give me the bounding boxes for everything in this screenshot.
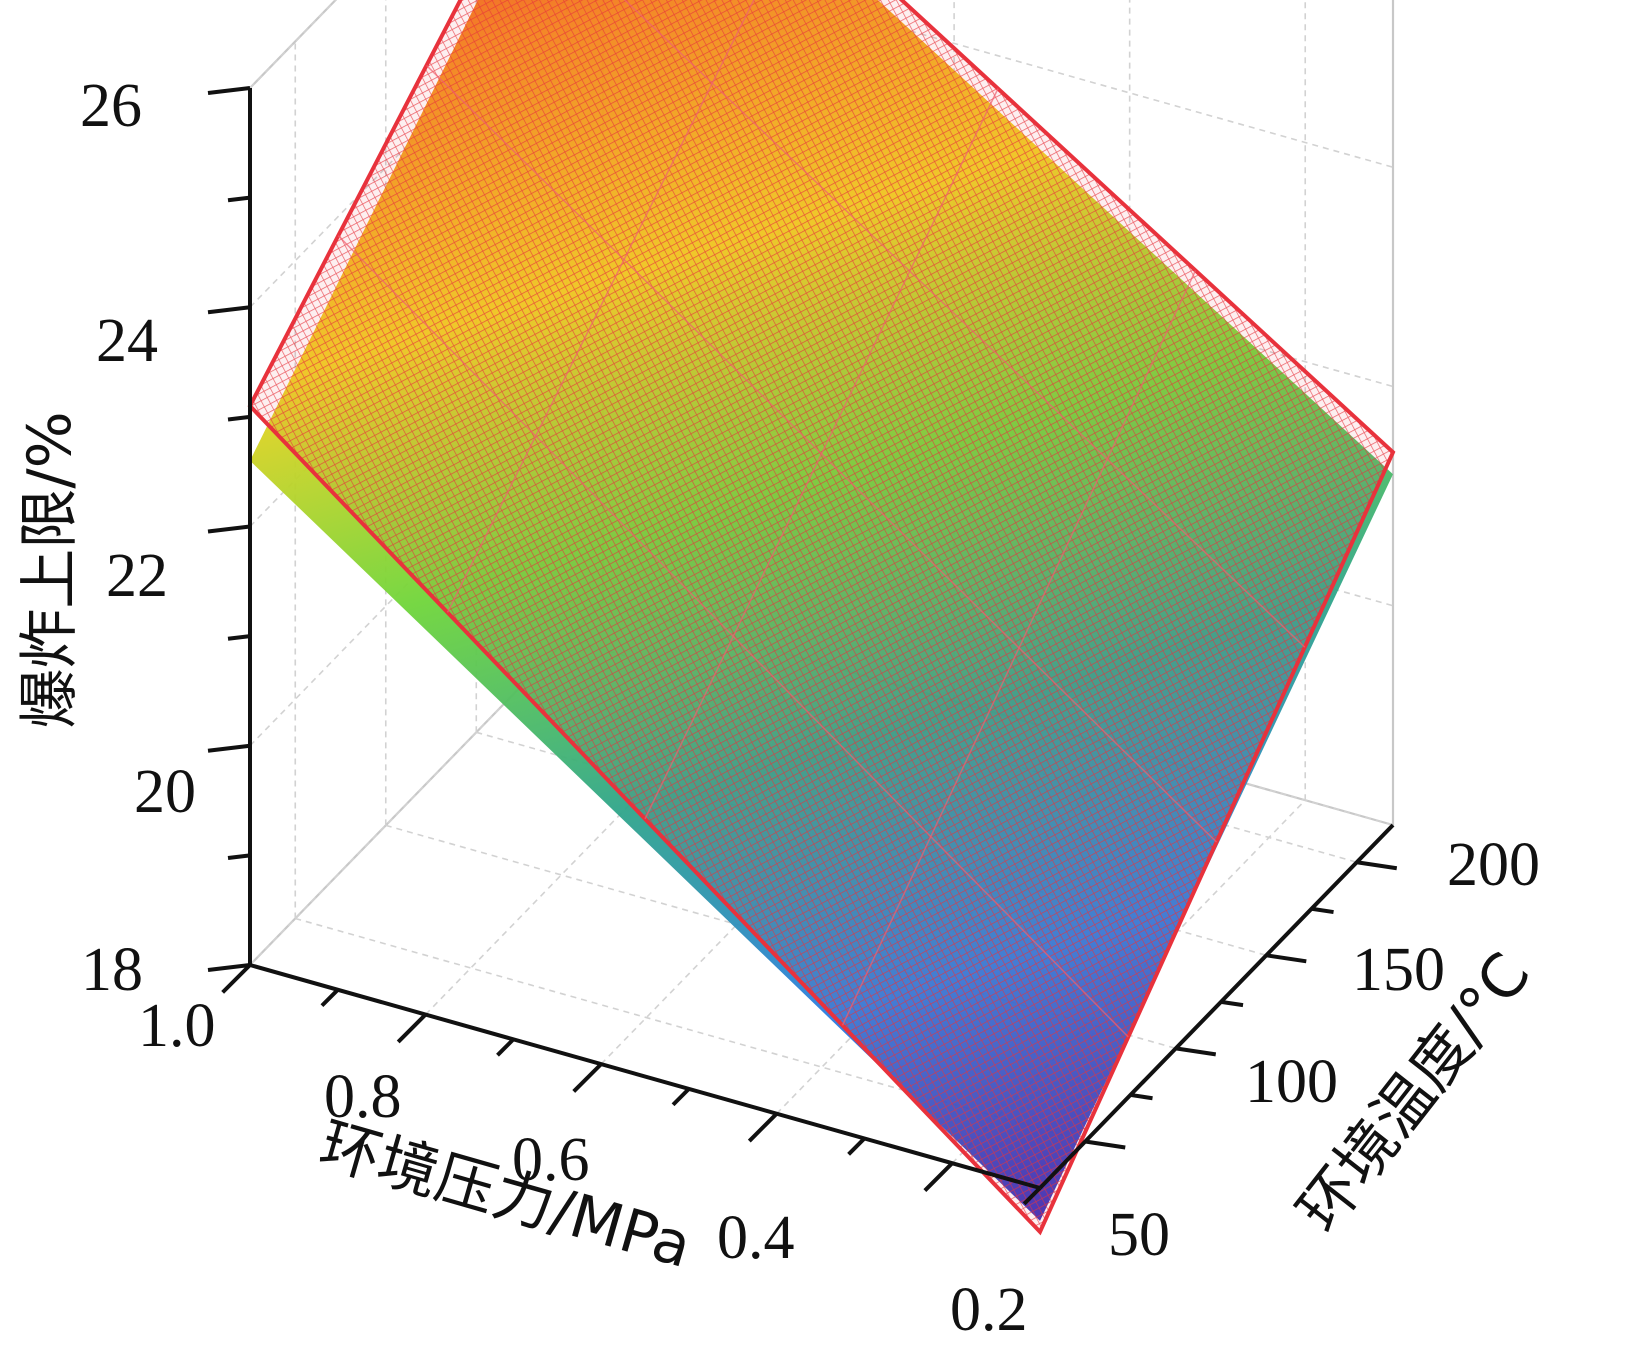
y-tick (1220, 999, 1244, 1008)
y-tick-labels: 50 100 150 200 (1108, 831, 1540, 1269)
y-tick (1084, 1139, 1126, 1150)
x-tick-labels: 1.0 0.8 0.6 0.4 0.2 (138, 992, 1028, 1344)
x-tick (747, 1112, 779, 1143)
z-tick (227, 853, 251, 861)
x-tick (496, 1037, 515, 1057)
z-tick (207, 86, 251, 96)
z-tick (227, 195, 251, 203)
y-tick (1130, 1092, 1153, 1101)
surface-mesh-line (623, 0, 1306, 648)
z-tick-label: 18 (81, 936, 143, 1004)
z-tick-label: 22 (106, 542, 168, 610)
surface-mesh-line (841, 270, 1197, 1026)
x-tick-label: 0.2 (950, 1276, 1028, 1344)
z-tick (207, 963, 251, 973)
z-tick-label: 20 (134, 758, 196, 826)
z-tick-label: 24 (96, 307, 158, 375)
axes (207, 86, 1398, 1206)
z-tick (207, 524, 251, 534)
surface-wireframe-border (247, 0, 1396, 1236)
surface-wireframe-mesh (250, 0, 1393, 1232)
surface-layer (247, 0, 1396, 1236)
x-tick (671, 1087, 691, 1107)
z-tick-label: 26 (80, 72, 142, 140)
z-tick (227, 634, 251, 641)
x-tick-label: 0.4 (717, 1204, 795, 1272)
y-tick-label: 50 (1108, 1201, 1170, 1269)
x-tick (847, 1137, 866, 1156)
z-axis-title: 爆炸上限/% (15, 411, 85, 728)
box-edge (249, 0, 338, 89)
surface-mesh-line (425, 64, 1218, 843)
y-tick (1175, 1046, 1217, 1057)
y-tick-label: 100 (1245, 1048, 1338, 1116)
x-axis-title: 环境压力/MPa (312, 1109, 699, 1282)
y-tick-label: 200 (1447, 831, 1540, 899)
y-tick (1311, 906, 1334, 915)
y-tick-label: 150 (1352, 936, 1445, 1004)
x-tick-label: 0.6 (512, 1126, 590, 1194)
z-tick (207, 305, 251, 315)
x-axis-line (249, 963, 1041, 1190)
x-tick (221, 963, 252, 994)
x-tick-label: 1.0 (138, 992, 216, 1060)
z-tick (227, 414, 251, 422)
x-tick-label: 0.8 (324, 1063, 402, 1131)
x-tick (1022, 1186, 1042, 1206)
x-tick (923, 1161, 954, 1192)
grid-line (797, 0, 1394, 169)
y-tick (1356, 860, 1398, 871)
x-tick (396, 1013, 427, 1044)
x-tick (320, 988, 340, 1008)
y-axis-line (1038, 823, 1395, 1190)
z-tick (207, 743, 251, 753)
y-tick (1265, 953, 1307, 964)
z-tick-labels: 18 20 22 24 26 (80, 72, 196, 1004)
x-tick (572, 1062, 603, 1093)
